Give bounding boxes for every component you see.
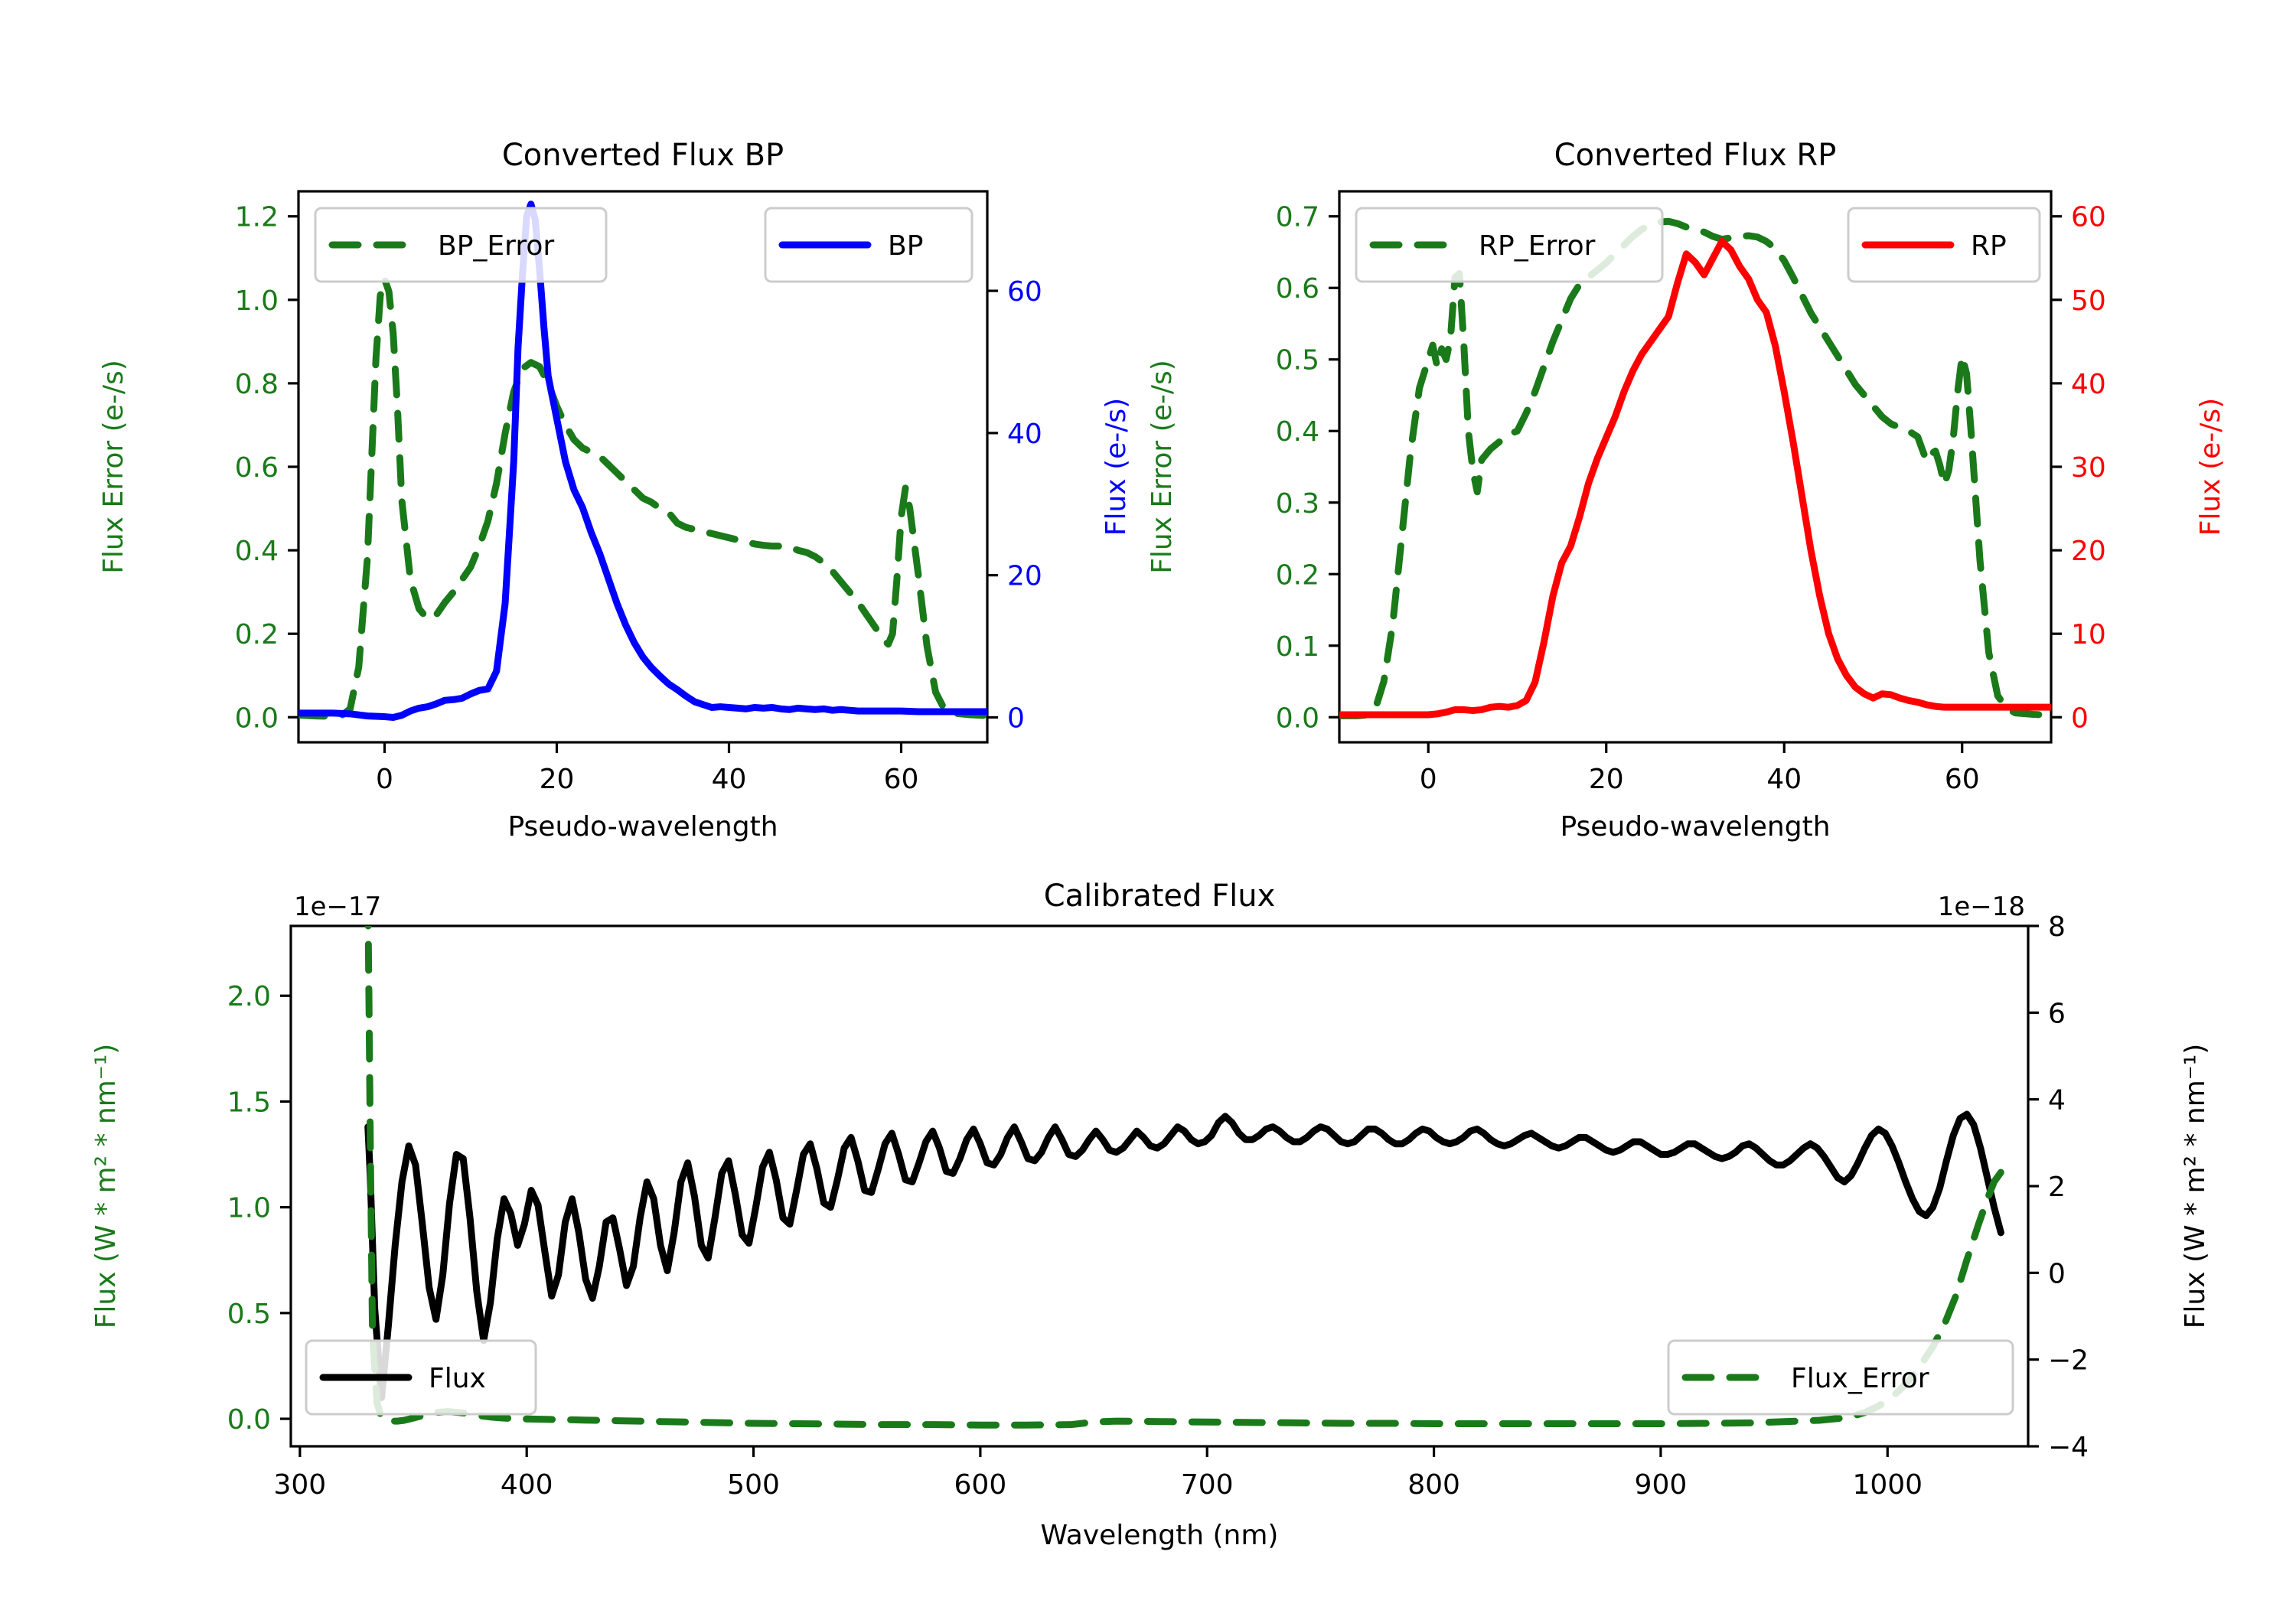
y-tick-label-right: −2	[2048, 1345, 2089, 1377]
x-tick-label: 900	[1635, 1469, 1688, 1501]
y-tick-label-left: 1.0	[227, 1193, 271, 1224]
y-axis-offset-left: 1e−17	[294, 892, 381, 922]
y-tick-label-left: 1.0	[235, 285, 279, 317]
panel-converted-flux-bp: Converted Flux BP 0 20 40 60 0.0 0.2 0.4 0.6 0.8 1…	[0, 46, 1148, 843]
y-tick-label-right: 8	[2048, 911, 2066, 943]
legend-flux[interactable]: Flux	[305, 1339, 537, 1416]
y-tick-label-left: 1.5	[227, 1087, 271, 1118]
legend-label: BP	[888, 230, 923, 262]
x-tick-label: 600	[954, 1469, 1007, 1501]
x-tick-label: 60	[884, 764, 919, 795]
chart-title: Converted Flux RP	[1554, 138, 1837, 173]
x-axis-label: Wavelength (nm)	[1041, 1520, 1279, 1551]
x-tick-label: 0	[376, 764, 393, 795]
x-tick-label: 20	[540, 764, 575, 795]
y-tick-label-left: 1.2	[235, 202, 279, 233]
series-line-flux	[364, 1110, 2004, 1401]
legend-box	[314, 207, 608, 283]
chart-bp: Converted Flux BP 0 20 40 60 0.0 0.2 0.4 0.6 0.8 1…	[98, 138, 1132, 843]
y-tick-label-right: 0	[2071, 702, 2089, 734]
legend-box	[1355, 207, 1664, 283]
y-tick-label-right: 10	[2071, 619, 2106, 650]
y-tick-label-left: 0.3	[1276, 488, 1319, 520]
x-tick-label: 300	[273, 1469, 326, 1501]
y-tick-label-right: 2	[2048, 1172, 2066, 1203]
x-tick-label: 500	[727, 1469, 780, 1501]
y-axis-label-left: Flux Error (e-/s)	[98, 360, 129, 574]
y-tick-label-left: 0.7	[1276, 202, 1319, 233]
y-tick-label-left: 0.6	[235, 452, 279, 484]
legend-flux_error[interactable]: Flux_Error	[1667, 1339, 2014, 1416]
y-axis-label-left: Flux Error (e-/s)	[1146, 360, 1178, 574]
x-axis-label: Pseudo-wavelength	[1560, 811, 1830, 843]
y-tick-label-right: 4	[2048, 1085, 2066, 1116]
legend-box	[305, 1339, 537, 1416]
x-tick-label: 60	[1945, 764, 1980, 795]
legend-box	[1667, 1339, 2014, 1416]
chart-calibrated: Calibrated Flux 1e−17 1e−18 300 400 500 600 700…	[90, 878, 2211, 1551]
x-axis-label: Pseudo-wavelength	[507, 811, 778, 843]
y-tick-label-right: −4	[2048, 1432, 2089, 1463]
chart-title: Calibrated Flux	[1044, 878, 1276, 914]
x-tick-label: 1000	[1852, 1469, 1923, 1501]
y-tick-label-left: 0.1	[1276, 631, 1319, 663]
y-axis-label-right: Flux (e-/s)	[2195, 398, 2226, 536]
series-line-bp_error	[298, 275, 987, 720]
series-line-bp	[298, 200, 987, 721]
y-tick-label-right: 0	[1007, 702, 1025, 734]
y-tick-label-right: 20	[2071, 536, 2106, 567]
legend-label: Flux_Error	[1791, 1363, 1929, 1394]
legend-bp_error[interactable]: BP_Error	[314, 207, 608, 283]
x-tick-label: 20	[1589, 764, 1624, 795]
y-tick-label-left: 0.6	[1276, 273, 1319, 305]
y-tick-label-left: 0.2	[235, 619, 279, 650]
y-tick-label-right: 60	[1007, 276, 1042, 308]
series-line-rp	[1339, 237, 2051, 719]
y-tick-label-left: 0.8	[235, 369, 279, 400]
y-tick-label-left: 0.0	[1276, 702, 1319, 734]
y-tick-label-left: 0.0	[227, 1404, 271, 1436]
y-tick-label-right: 0	[2048, 1258, 2066, 1289]
y-tick-label-left: 2.0	[227, 981, 271, 1012]
x-tick-label: 40	[712, 764, 747, 795]
legend-label: BP_Error	[438, 230, 554, 262]
y-tick-label-right: 30	[2071, 452, 2106, 484]
y-tick-label-left: 0.5	[227, 1299, 271, 1330]
y-tick-label-right: 40	[2071, 369, 2106, 400]
legend-rp[interactable]: RP	[1847, 207, 2041, 283]
legend-label: Flux	[429, 1363, 486, 1394]
x-tick-label: 400	[501, 1469, 553, 1501]
x-tick-label: 800	[1407, 1469, 1460, 1501]
panel-converted-flux-rp: Converted Flux RP 0 20 40 60 0.0 0.1 0.2 0.3 0.4 0…	[1146, 46, 2296, 843]
legend-bp[interactable]: BP	[764, 207, 974, 283]
series-line-rp_error	[1339, 217, 2051, 719]
y-tick-label-left: 0.2	[1276, 559, 1319, 591]
y-tick-label-right: 50	[2071, 285, 2106, 317]
y-tick-label-left: 0.4	[235, 536, 279, 567]
y-tick-label-left: 0.4	[1276, 416, 1319, 448]
x-tick-label: 700	[1181, 1469, 1234, 1501]
legend-label: RP	[1971, 230, 2007, 262]
y-axis-label-right: Flux (W * m² * nm⁻¹)	[2180, 1044, 2211, 1329]
chart-title: Converted Flux BP	[502, 138, 784, 173]
panel-calibrated-flux: Calibrated Flux 1e−17 1e−18 300 400 500 600 700…	[0, 826, 2296, 1607]
x-tick-label: 40	[1766, 764, 1802, 795]
y-tick-label-left: 0.0	[235, 702, 279, 734]
y-axis-offset-right: 1e−18	[1938, 892, 2025, 922]
y-tick-label-right: 40	[1007, 419, 1042, 450]
y-tick-label-right: 60	[2071, 202, 2106, 233]
y-tick-label-right: 6	[2048, 998, 2066, 1029]
y-tick-label-left: 0.5	[1276, 345, 1319, 376]
y-axis-label-left: Flux (W * m² * nm⁻¹)	[90, 1044, 122, 1329]
legend-label: RP_Error	[1479, 230, 1596, 262]
y-axis-label-right: Flux (e-/s)	[1101, 398, 1132, 536]
x-tick-label: 0	[1420, 764, 1437, 795]
chart-rp: Converted Flux RP 0 20 40 60 0.0 0.1 0.2 0.3 0.4 0…	[1146, 138, 2226, 843]
legend-rp_error[interactable]: RP_Error	[1355, 207, 1664, 283]
y-tick-label-right: 20	[1007, 561, 1042, 592]
